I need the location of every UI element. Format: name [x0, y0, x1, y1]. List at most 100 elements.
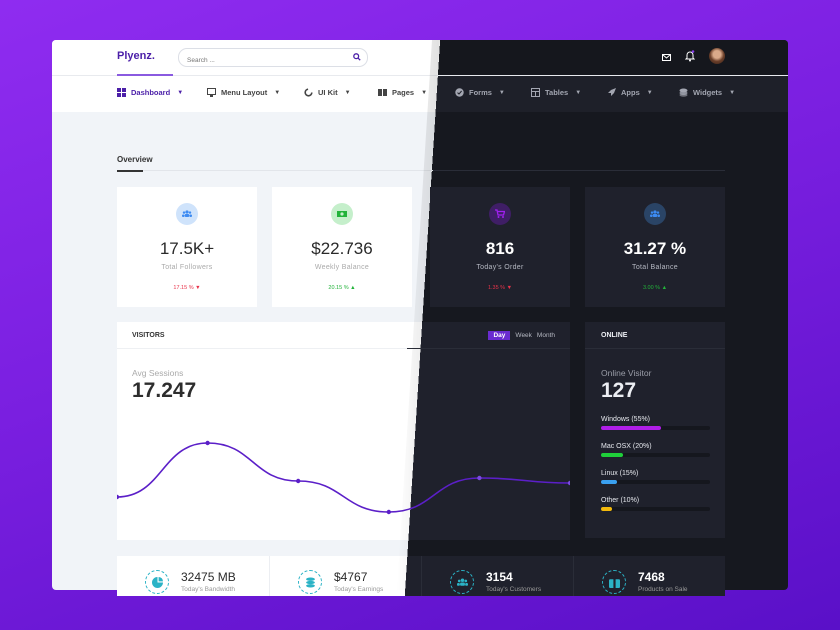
nav-item-widgets[interactable]: Widgets ▼	[679, 88, 735, 97]
tab-divider	[117, 170, 725, 171]
search-box[interactable]	[178, 48, 368, 67]
online-visitor-label: Online Visitor	[601, 368, 652, 378]
summary-icon-ring	[145, 570, 169, 594]
stat-value: 31.27 %	[623, 239, 687, 258]
summary-item: 7468 Products on Sale	[573, 556, 726, 596]
arrow-down-icon: ▼	[195, 285, 201, 291]
chevron-down-icon: ▼	[421, 89, 428, 96]
chevron-down-icon: ▼	[177, 89, 184, 96]
box-icon	[608, 576, 620, 588]
tab-overview[interactable]: Overview	[117, 155, 153, 164]
summary-item: 32475 MB Today's Bandwidth	[117, 556, 269, 596]
arrow-down-icon: ▼	[506, 285, 513, 291]
stat-card: $22.736 Weekly Balance 20.15 % ▲	[272, 187, 412, 307]
nav-label: Menu Layout	[221, 88, 268, 97]
nav-item-apps[interactable]: Apps ▼	[607, 88, 653, 97]
stat-card: 31.27 % Total Balance 3.00 % ▲	[585, 187, 725, 307]
nav-item-forms[interactable]: Forms ▼	[455, 88, 505, 97]
user-avatar[interactable]	[709, 48, 725, 64]
money-icon	[337, 211, 347, 217]
chart-point[interactable]	[477, 475, 482, 481]
stat-label: Total Balance	[632, 264, 678, 271]
nav-item-dashboard[interactable]: Dashboard ▼	[117, 88, 183, 97]
avg-sessions-label: Avg Sessions	[132, 368, 184, 378]
coins-icon	[305, 577, 315, 587]
stat-label: Weekly Balance	[314, 264, 370, 271]
search-input[interactable]	[185, 56, 339, 65]
brand-logo: Plyenz.	[117, 50, 155, 62]
summary-icon-ring	[602, 570, 626, 594]
search-icon[interactable]	[353, 53, 361, 61]
nav-label: Pages	[392, 88, 415, 97]
layers-icon	[679, 88, 688, 97]
os-label: Mac OSX (20%)	[601, 443, 652, 450]
stat-change: 17.15 %	[173, 285, 194, 291]
os-progress-bar	[601, 480, 710, 484]
summary-value: 3154	[486, 570, 513, 584]
tab-active-underline	[117, 170, 143, 172]
chart-series-line	[117, 442, 570, 513]
visitors-card: VISITORS Day Week Month Avg Sessions 17.24…	[117, 322, 570, 540]
stat-label: Today's Order	[476, 264, 524, 271]
range-month-button[interactable]: Month	[536, 332, 555, 339]
arrow-up-icon: ▲	[661, 285, 668, 291]
visitors-line-chart	[117, 440, 570, 515]
nav-item-menu-layout[interactable]: Menu Layout ▼	[207, 88, 280, 97]
grid-icon	[117, 88, 126, 97]
nav-item-ui-kit[interactable]: UI Kit ▼	[304, 88, 351, 97]
summary-item: 3154 Today's Customers	[421, 556, 574, 596]
chevron-down-icon: ▼	[498, 89, 505, 96]
cart-icon	[495, 209, 505, 218]
stat-change: 20.15 %	[328, 285, 349, 291]
summary-value: 32475 MB	[181, 570, 236, 584]
chevron-down-icon: ▼	[646, 89, 653, 96]
online-visitor-value: 127	[601, 379, 637, 402]
os-progress-bar	[601, 507, 710, 511]
summary-icon-ring	[298, 570, 322, 594]
chart-point[interactable]	[567, 480, 570, 486]
os-progress-fill	[601, 507, 612, 511]
users-icon	[456, 578, 468, 586]
os-progress-fill	[601, 480, 618, 484]
stat-value: 816	[485, 239, 515, 258]
range-week-button[interactable]: Week	[515, 332, 532, 339]
range-day-button[interactable]: Day	[488, 331, 511, 340]
arrow-up-icon: ▲	[350, 285, 356, 291]
stat-card: 17.5K+ Total Followers 17.15 % ▼	[117, 187, 257, 307]
bell-icon[interactable]	[685, 50, 695, 62]
os-label: Windows (55%)	[601, 416, 651, 423]
nav-item-tables[interactable]: Tables ▼	[531, 88, 581, 97]
stat-value: 17.5K+	[159, 239, 215, 258]
stat-icon-badge	[176, 203, 198, 225]
brand-underline	[117, 74, 173, 76]
os-label: Linux (15%)	[601, 470, 639, 477]
summary-value: $4767	[334, 570, 368, 584]
online-title: ONLINE	[601, 332, 628, 339]
nav-label: UI Kit	[318, 88, 338, 97]
stat-change: 1.35 %	[487, 285, 506, 291]
os-label: Other (10%)	[601, 497, 640, 504]
chevron-down-icon: ▼	[274, 89, 281, 96]
chart-point[interactable]	[386, 509, 391, 515]
os-progress-bar	[601, 453, 710, 457]
chart-point[interactable]	[296, 478, 301, 484]
summary-icon-ring	[450, 570, 474, 594]
summary-item: $4767 Today's Earnings	[269, 556, 422, 596]
os-progress-fill	[601, 453, 623, 457]
chart-point[interactable]	[117, 494, 120, 500]
stat-icon-badge	[644, 203, 666, 225]
card-divider	[585, 348, 725, 349]
nav-label: Forms	[469, 88, 492, 97]
book-icon	[378, 89, 387, 96]
mail-icon[interactable]	[662, 54, 671, 61]
chevron-down-icon: ▼	[729, 89, 736, 96]
stat-icon-badge	[331, 203, 353, 225]
nav-label: Dashboard	[131, 88, 171, 97]
summary-card: 32475 MB Today's Bandwidth $4767 Today's…	[117, 556, 725, 596]
nav-item-pages[interactable]: Pages ▼	[378, 88, 427, 97]
nav-label: Widgets	[693, 88, 723, 97]
loader-icon	[304, 88, 313, 97]
monitor-icon	[207, 88, 216, 97]
chart-point[interactable]	[205, 440, 210, 446]
users-icon	[650, 210, 660, 217]
